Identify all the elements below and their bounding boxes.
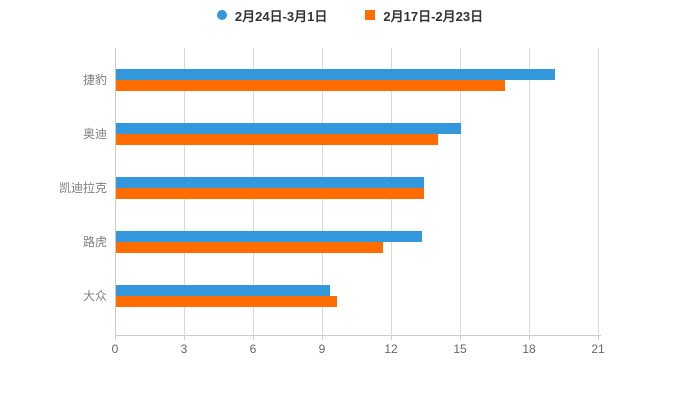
gridline-15 (460, 48, 461, 335)
x-axis-tick-3 (184, 335, 185, 340)
bar-r3-s0[interactable] (116, 230, 422, 242)
x-axis-tick-label-12: 12 (384, 342, 398, 356)
bar-r2-s0[interactable] (116, 176, 425, 188)
x-axis-tick-18 (529, 335, 530, 340)
x-axis-tick-label-0: 0 (111, 342, 119, 356)
legend-item-0[interactable]: 2月24日-3月1日 (216, 6, 328, 25)
bar-r0-s0[interactable] (116, 68, 556, 80)
x-axis-tick-label-3: 3 (180, 342, 188, 356)
bar-r2-s1[interactable] (116, 187, 425, 199)
x-axis-tick-label-18: 18 (522, 342, 536, 356)
legend-label-0: 2月24日-3月1日 (234, 8, 328, 24)
x-axis-tick-15 (460, 335, 461, 340)
y-axis-label-2: 凯迪拉克 (58, 180, 107, 195)
y-axis-label-4: 大众 (82, 288, 107, 303)
bar-r3-s1[interactable] (116, 241, 383, 253)
bar-r4-s0[interactable] (116, 284, 330, 296)
x-axis-line (115, 335, 601, 336)
x-axis-tick-label-21: 21 (591, 342, 605, 356)
legend-marker-circle-icon (216, 10, 227, 20)
bar-r1-s0[interactable] (116, 122, 461, 134)
legend-marker-square-icon (365, 10, 376, 20)
y-axis-line (115, 48, 116, 335)
bar-r1-s1[interactable] (116, 133, 438, 145)
x-axis-tick-21 (598, 335, 599, 340)
y-axis-label-0: 捷豹 (82, 72, 107, 87)
x-axis-tick-6 (253, 335, 254, 340)
gridline-21 (598, 48, 599, 335)
y-axis-label-1: 奥迪 (82, 126, 107, 141)
chart-legend: 2月24日-3月1日 2月17日-2月23日 (0, 6, 700, 24)
x-axis-tick-0 (115, 335, 116, 340)
y-axis-label-3: 路虎 (82, 234, 107, 249)
legend-item-1[interactable]: 2月17日-2月23日 (365, 6, 483, 25)
x-axis-tick-label-9: 9 (318, 342, 326, 356)
x-axis-tick-label-15: 15 (453, 342, 467, 356)
x-axis-tick-12 (391, 335, 392, 340)
bar-r0-s1[interactable] (116, 79, 505, 91)
x-axis-tick-9 (322, 335, 323, 340)
gridline-18 (529, 48, 530, 335)
legend-label-1: 2月17日-2月23日 (383, 8, 484, 24)
x-axis-tick-label-6: 6 (249, 342, 257, 356)
bar-r4-s1[interactable] (116, 295, 337, 307)
